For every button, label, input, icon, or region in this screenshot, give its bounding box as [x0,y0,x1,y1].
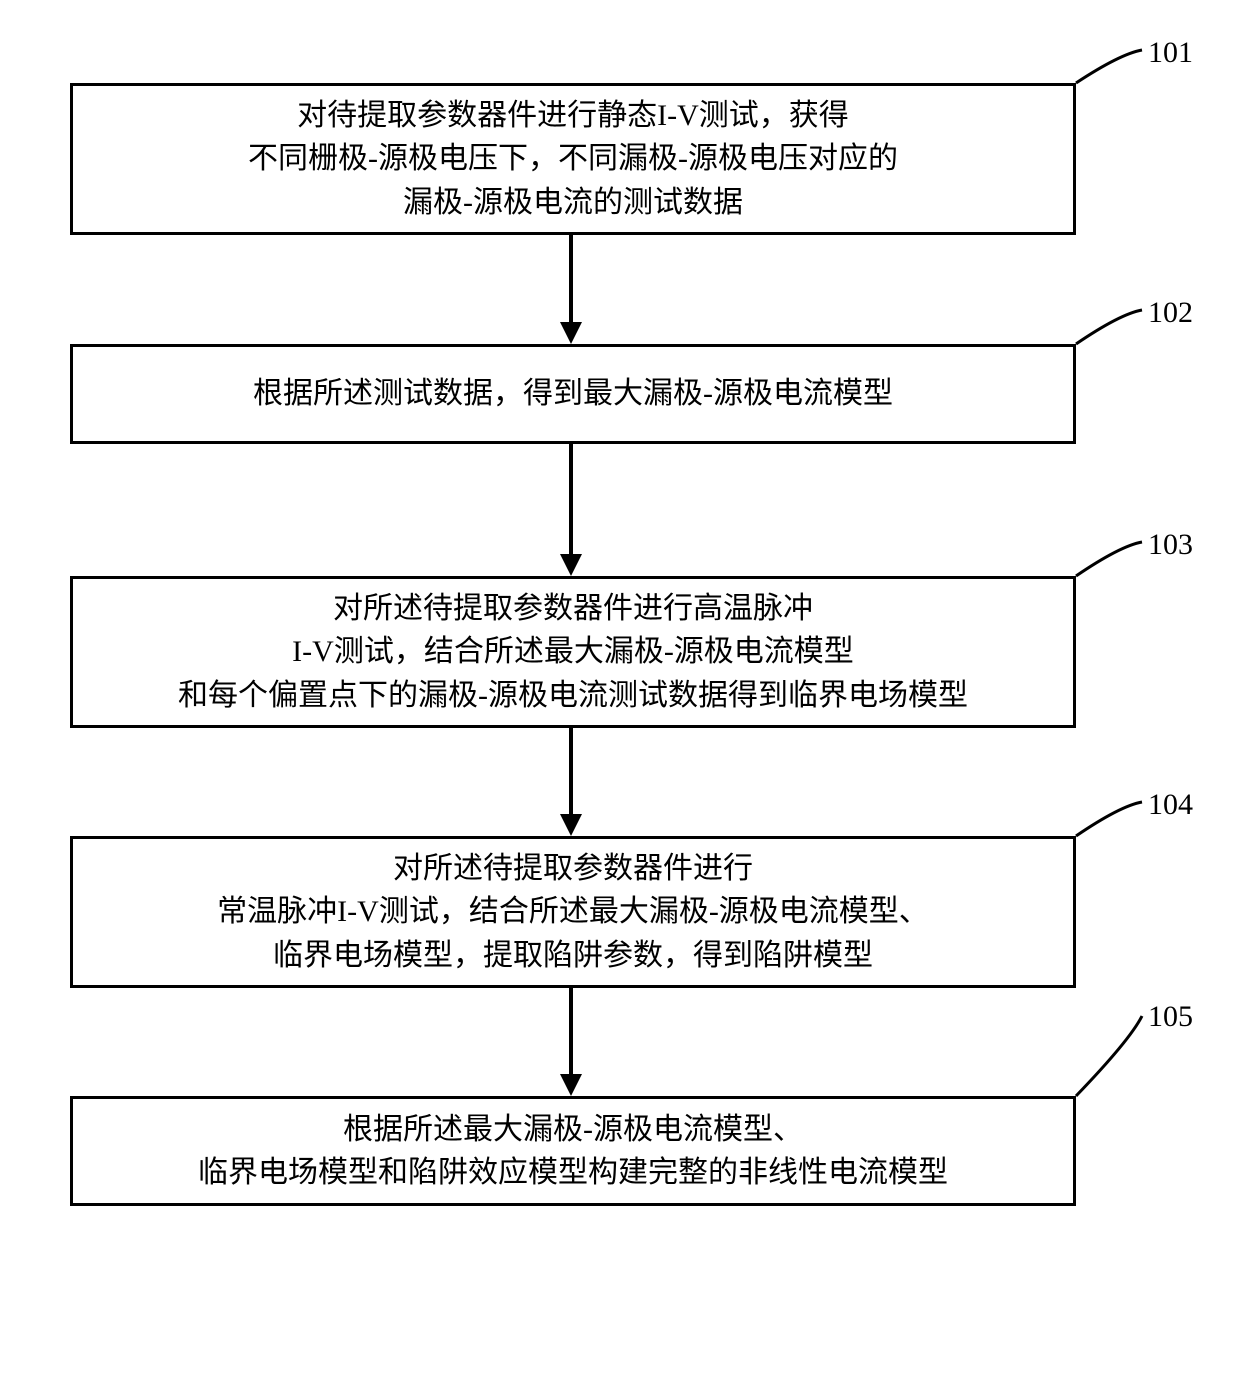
step-label-1: 101 [1148,36,1193,70]
step-label-5: 105 [1148,1000,1193,1034]
step-label-4: 104 [1148,788,1193,822]
flow-node-5-text: 根据所述最大漏极-源极电流模型、 临界电场模型和陷阱效应模型构建完整的非线性电流… [198,1108,948,1195]
flow-node-2-text: 根据所述测试数据，得到最大漏极-源极电流模型 [253,372,893,416]
flowchart-canvas: 对待提取参数器件进行静态I-V测试，获得 不同栅极-源极电压下，不同漏极-源极电… [0,0,1240,1392]
step-label-3: 103 [1148,528,1193,562]
flow-node-5: 根据所述最大漏极-源极电流模型、 临界电场模型和陷阱效应模型构建完整的非线性电流… [70,1096,1076,1206]
arrowhead-3-4 [560,814,582,836]
flow-node-4: 对所述待提取参数器件进行 常温脉冲I-V测试，结合所述最大漏极-源极电流模型、 … [70,836,1076,988]
arrowhead-1-2 [560,322,582,344]
flow-node-2: 根据所述测试数据，得到最大漏极-源极电流模型 [70,344,1076,444]
arrow-2-3 [569,444,573,554]
arrowhead-4-5 [560,1074,582,1096]
flow-node-3: 对所述待提取参数器件进行高温脉冲 I-V测试，结合所述最大漏极-源极电流模型 和… [70,576,1076,728]
arrowhead-2-3 [560,554,582,576]
arrow-1-2 [569,235,573,322]
step-label-2: 102 [1148,296,1193,330]
arrow-4-5 [569,988,573,1074]
flow-node-4-text: 对所述待提取参数器件进行 常温脉冲I-V测试，结合所述最大漏极-源极电流模型、 … [217,847,929,978]
arrow-3-4 [569,728,573,814]
flow-node-3-text: 对所述待提取参数器件进行高温脉冲 I-V测试，结合所述最大漏极-源极电流模型 和… [178,587,968,718]
flow-node-1-text: 对待提取参数器件进行静态I-V测试，获得 不同栅极-源极电压下，不同漏极-源极电… [248,94,898,225]
flow-node-1: 对待提取参数器件进行静态I-V测试，获得 不同栅极-源极电压下，不同漏极-源极电… [70,83,1076,235]
